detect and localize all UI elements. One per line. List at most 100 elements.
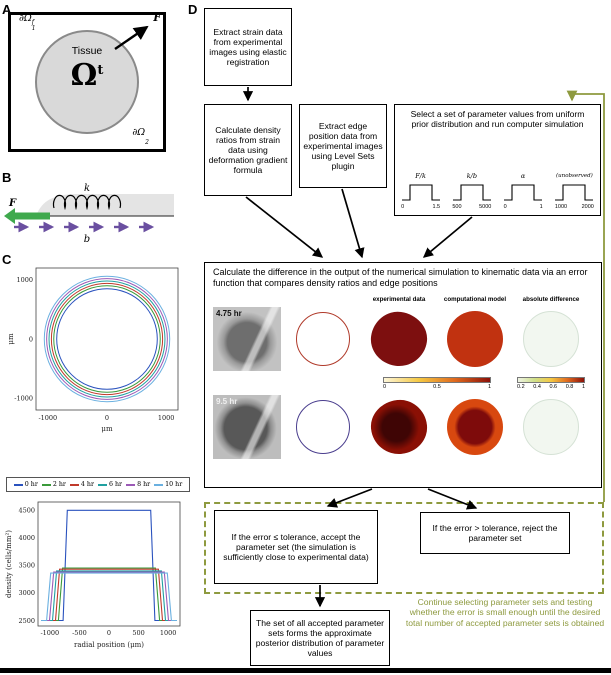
force-label: F <box>153 11 161 24</box>
tick-label: 4000 <box>18 534 35 542</box>
uniform-distribution-icon <box>401 184 440 201</box>
error-colorbar: 0 0.5 1 <box>383 377 491 390</box>
legend-line <box>154 483 164 486</box>
box-error-function-text: Calculate the difference in the output o… <box>213 267 588 288</box>
tick-max: 5000 <box>479 204 492 210</box>
tick-max: 1.5 <box>432 204 441 210</box>
tick-min: 1000 <box>554 204 568 210</box>
legend-label: 6 hr <box>108 481 123 488</box>
time-legend: 0 hr 2 hr 4 hr 6 hr 8 hr 10 hr <box>6 477 190 492</box>
tissue-edge-circle <box>50 282 164 396</box>
spring-coil-icon <box>52 194 122 211</box>
box-edge-position: Extract edge position data from experime… <box>299 104 387 188</box>
density-curve <box>41 570 177 622</box>
prior-plot-unobserved: (unobserved) 1000 2000 <box>551 172 598 210</box>
legend-item: 4 hr <box>69 481 94 488</box>
absolute-difference-row1 <box>517 307 585 371</box>
tick-label: 0 <box>29 335 33 343</box>
panel-b-label: B <box>2 170 12 185</box>
continue-note: Continue selecting parameter sets and te… <box>405 597 605 628</box>
box-reject: If the error > tolerance, reject the par… <box>420 512 570 554</box>
tick: 1 <box>487 384 491 390</box>
difference-blob <box>523 399 579 455</box>
tick-label: -1000 <box>40 629 59 637</box>
tissue-edge-circle <box>56 288 158 390</box>
column-header-computational: computational model <box>443 296 507 303</box>
difference-blob <box>523 311 579 367</box>
tick-min: 0 <box>401 204 405 210</box>
tissue-domain-diagram: Tissue Ωt ∂Ω f 1 ∂Ω 2 F <box>8 11 166 152</box>
legend-line <box>13 483 23 486</box>
tick-label: 1000 <box>160 629 177 637</box>
legend-item: 6 hr <box>97 481 123 488</box>
tick-label: 0 <box>105 414 109 422</box>
prior-plot-label: α <box>520 172 526 180</box>
tick: 0 <box>383 384 387 390</box>
prior-plot-k-b: k/b 500 5000 <box>448 172 495 210</box>
prior-plot-label: F/k <box>415 172 426 180</box>
legend-item: 2 hr <box>41 481 66 488</box>
tissue-label: Tissue <box>71 45 103 57</box>
tick: 0.8 <box>565 384 574 390</box>
spring-constant-label: k <box>84 183 90 194</box>
tick-min: 0 <box>503 204 507 210</box>
edge-ring <box>296 312 350 366</box>
arrow-density-to-error <box>245 196 324 258</box>
panel-a-label: A <box>2 2 12 17</box>
microscopy-image-row1: 4.75 hr <box>213 307 281 371</box>
tick-max: 2000 <box>581 204 594 210</box>
edge-outline-row1 <box>289 307 357 371</box>
tick-label: -500 <box>72 629 87 637</box>
box-select-parameters-text: Select a set of parameter values from un… <box>410 109 585 130</box>
density-curve <box>41 568 177 622</box>
density-profile-plot: radial position (μm) density (cells/mm²)… <box>5 501 181 649</box>
legend-item: 8 hr <box>126 481 150 488</box>
tissue-edge-circle <box>53 285 161 393</box>
spring-model-diagram: k F b <box>4 183 174 245</box>
box-posterior: The set of all accepted parameter sets f… <box>250 610 390 666</box>
omega-domain-symbol: Ωt <box>70 58 104 93</box>
box-accept: If the error ≤ tolerance, accept the par… <box>214 510 378 584</box>
y-axis-label: density (cells/mm²) <box>5 530 13 598</box>
legend-line <box>126 483 136 486</box>
computational-model-row2 <box>441 395 509 459</box>
colorbar-gradient <box>383 377 491 383</box>
density-curve <box>41 567 177 622</box>
column-header-difference: absolute difference <box>522 296 580 303</box>
tick: 1 <box>581 384 585 390</box>
panel-d-label: D <box>188 2 198 17</box>
legend-label: 10 hr <box>165 481 183 488</box>
colorbar-gradient <box>517 377 585 383</box>
colorbar-ticks: 0 0.5 1 <box>383 384 491 390</box>
column-header-experimental: experimental data <box>372 296 426 303</box>
force-arrow <box>114 25 149 50</box>
y-axis-label: μm <box>7 333 15 345</box>
x-axis-label: radial position (μm) <box>74 641 144 649</box>
arrow-params-to-error <box>422 216 473 258</box>
boundary-label-1: ∂Ω f 1 <box>19 13 36 32</box>
density-curves <box>41 509 177 622</box>
tick-max: 1 <box>539 204 543 210</box>
tissue-edge-circle <box>48 280 166 398</box>
legend-item: 0 hr <box>13 481 38 488</box>
prior-plot-label: (unobserved) <box>555 173 593 179</box>
density-blob <box>368 397 430 457</box>
arrow-edge-to-error <box>341 188 365 259</box>
tick-label: 4500 <box>18 507 35 515</box>
tick-label: 500 <box>132 629 144 637</box>
panel-c-label: C <box>2 252 12 267</box>
computational-model-row1 <box>441 307 509 371</box>
edge-ring <box>296 400 350 454</box>
prior-plot-ticks: 1000 2000 <box>551 204 598 210</box>
experimental-density-row1 <box>365 307 433 371</box>
tick-label: 1000 <box>16 276 33 284</box>
density-curve <box>41 572 177 622</box>
density-curve <box>41 571 177 622</box>
legend-label: 4 hr <box>80 481 94 488</box>
image-streak <box>213 307 281 371</box>
colorbar-ticks: 0.2 0.4 0.6 0.8 1 <box>517 384 585 390</box>
drag-coefficient-label: b <box>84 234 90 245</box>
microscopy-image-row2: 9.5 hr <box>213 395 281 459</box>
